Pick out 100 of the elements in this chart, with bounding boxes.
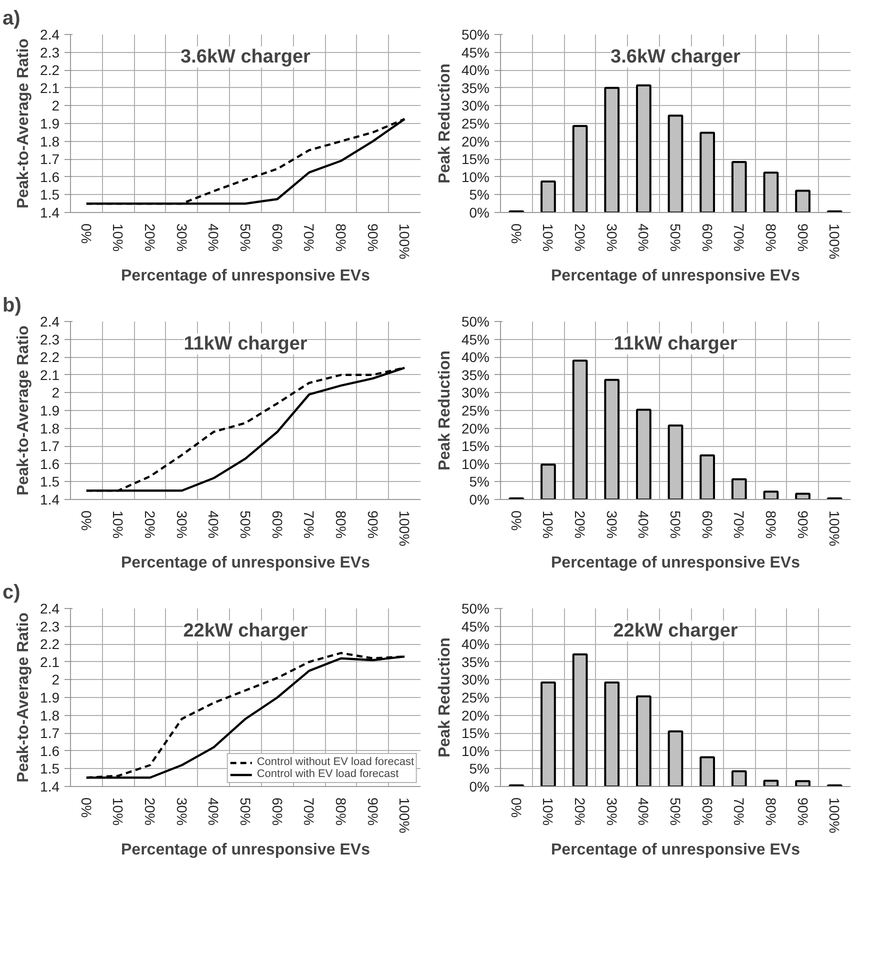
x-tick-label: 0% xyxy=(508,224,524,244)
x-tick-label: 90% xyxy=(364,224,381,252)
y-tick-label: 25% xyxy=(461,116,490,132)
y-tick-label: 1.9 xyxy=(40,690,60,706)
y-tick-label: 35% xyxy=(461,80,490,96)
legend-label: Control without EV load forecast xyxy=(256,756,414,768)
x-tick-label: 70% xyxy=(301,224,318,252)
x-tick-label: 10% xyxy=(540,510,556,539)
x-tick-label: 70% xyxy=(731,798,748,826)
y-tick-label: 25% xyxy=(461,402,490,418)
y-tick-label: 2.2 xyxy=(40,62,60,78)
text: 11kW charger xyxy=(614,334,738,354)
y-tick-label: 15% xyxy=(461,725,490,742)
x-tick-label: 40% xyxy=(206,510,222,539)
y-tick-label: 1.4 xyxy=(40,492,60,508)
y-tick-label: 0% xyxy=(469,492,490,508)
x-tick-label: 20% xyxy=(572,510,588,539)
bar xyxy=(763,780,779,786)
x-tick-label: 30% xyxy=(174,510,190,539)
x-axis-title: Percentage of unresponsive EVs xyxy=(551,554,800,572)
y-axis-title: Peak Reduction xyxy=(436,350,454,471)
x-tick-label: 20% xyxy=(572,224,588,252)
x-tick-label: 100% xyxy=(396,224,413,260)
bar xyxy=(540,464,556,500)
x-tick-label: 90% xyxy=(364,510,381,539)
y-tick-label: 2.2 xyxy=(40,636,60,652)
x-tick-label: 90% xyxy=(364,798,381,826)
x-tick-label: 60% xyxy=(269,510,286,539)
y-tick-label: 45% xyxy=(461,331,490,348)
y-tick-label: 1.4 xyxy=(40,778,60,794)
y-tick-label: 1.8 xyxy=(40,420,60,436)
bar xyxy=(795,190,810,212)
y-tick-label: 30% xyxy=(461,98,490,114)
x-tick-label: 80% xyxy=(762,224,779,252)
y-tick-label: 1.5 xyxy=(40,474,60,490)
x-tick-label: 70% xyxy=(301,510,318,539)
bar xyxy=(540,180,556,212)
y-tick-label: 20% xyxy=(461,707,490,724)
y-tick-label: 2.3 xyxy=(40,44,60,60)
y-tick-label: 2 xyxy=(52,98,60,114)
y-axis-title: Peak-to-Average Ratio xyxy=(15,612,32,783)
bar xyxy=(572,653,588,786)
bar xyxy=(636,84,652,212)
legend-label: Control with EV load forecast xyxy=(256,768,399,780)
x-tick-label: 30% xyxy=(604,510,620,539)
x-tick-label: 10% xyxy=(110,224,126,252)
y-tick-label: 1.5 xyxy=(40,186,60,203)
bar xyxy=(604,378,620,500)
x-tick-label: 80% xyxy=(332,510,349,539)
y-tick-label: 40% xyxy=(461,636,490,652)
bar xyxy=(636,695,652,786)
text: 3.6kW charger xyxy=(180,46,312,68)
y-tick-label: 50% xyxy=(461,314,490,330)
y-tick-label: 35% xyxy=(461,366,490,383)
y-tick-label: 5% xyxy=(469,760,490,777)
x-tick-label: 90% xyxy=(794,510,811,539)
bar xyxy=(700,132,715,212)
bar xyxy=(731,160,747,212)
bar xyxy=(795,492,810,500)
y-tick-label: 10% xyxy=(461,456,490,472)
y-tick-label: 2.3 xyxy=(40,618,60,634)
x-tick-label: 60% xyxy=(269,224,286,252)
bar xyxy=(763,172,779,212)
bar xyxy=(731,770,747,786)
y-tick-label: 1.9 xyxy=(40,116,60,132)
bar xyxy=(731,478,747,500)
x-tick-label: 0% xyxy=(508,798,524,818)
x-tick-label: 80% xyxy=(762,510,779,539)
x-tick-label: 90% xyxy=(794,798,811,826)
y-tick-label: 1.9 xyxy=(40,402,60,418)
x-tick-label: 60% xyxy=(699,798,716,826)
bar xyxy=(700,454,715,500)
y-axis-title: Peak Reduction xyxy=(436,63,454,184)
x-axis-title: Percentage of unresponsive EVs xyxy=(551,841,800,858)
y-tick-label: 5% xyxy=(469,186,490,203)
y-tick-label: 2.3 xyxy=(40,331,60,348)
x-tick-label: 10% xyxy=(540,798,556,826)
y-tick-label: 2.4 xyxy=(40,26,60,42)
x-tick-label: 50% xyxy=(668,224,684,252)
y-tick-label: 2.4 xyxy=(40,314,60,330)
bar xyxy=(604,86,620,212)
y-tick-label: 30% xyxy=(461,384,490,401)
y-tick-label: 15% xyxy=(461,438,490,454)
x-tick-label: 40% xyxy=(636,510,652,539)
text: 22kW charger xyxy=(183,620,308,642)
y-axis-title: Peak Reduction xyxy=(436,637,454,758)
y-tick-label: 2.1 xyxy=(40,654,60,670)
x-tick-label: 100% xyxy=(396,798,413,834)
x-tick-label: 80% xyxy=(762,798,779,826)
text: 3.6kW charger xyxy=(610,46,742,68)
y-tick-label: 2.4 xyxy=(40,600,60,616)
x-tick-label: 0% xyxy=(78,510,94,531)
x-axis-title: Percentage of unresponsive EVs xyxy=(551,267,800,284)
y-tick-label: 5% xyxy=(469,474,490,490)
y-tick-label: 1.5 xyxy=(40,760,60,777)
y-tick-label: 2.2 xyxy=(40,349,60,366)
y-tick-label: 1.6 xyxy=(40,456,60,472)
x-tick-label: 10% xyxy=(110,798,126,826)
y-tick-label: 1.8 xyxy=(40,133,60,150)
y-tick-label: 1.7 xyxy=(40,151,60,168)
